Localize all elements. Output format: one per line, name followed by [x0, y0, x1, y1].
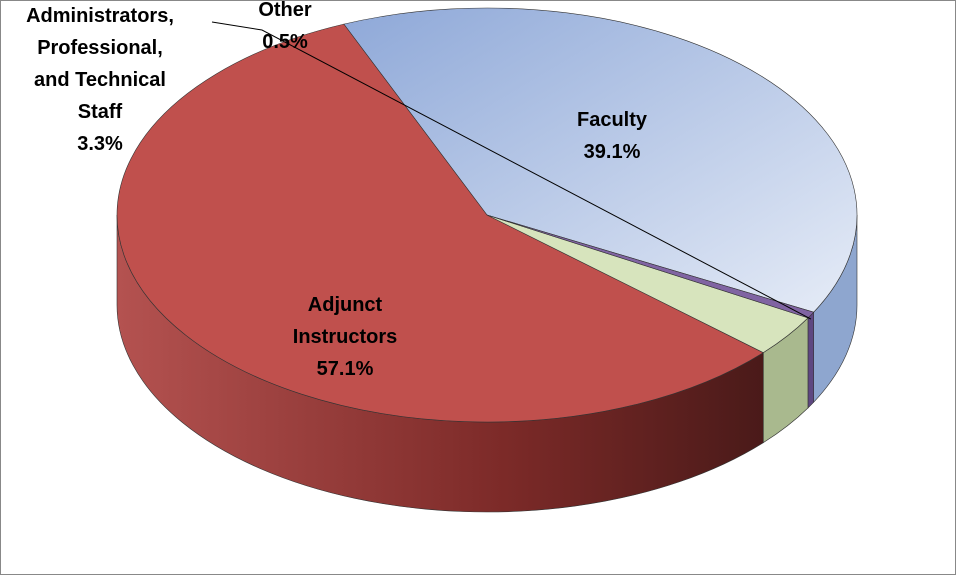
category-label: Faculty — [576, 109, 648, 131]
slice-label: Other 0.5% — [240, 0, 330, 58]
slice — [343, 7, 858, 313]
slice — [116, 23, 764, 423]
slice-label: Administrators, Professional, and Techni… — [20, 0, 180, 160]
leader-line — [211, 21, 812, 320]
value-label: 0.5% — [262, 31, 308, 53]
category-label: Adjunct Instructors — [292, 294, 398, 348]
slice-side — [807, 311, 814, 409]
category-label: Administrators, Professional, and Techni… — [26, 5, 174, 123]
value-label: 39.1% — [583, 141, 641, 163]
value-label: 57.1% — [316, 358, 374, 380]
category-label: Other — [258, 0, 312, 21]
value-label: 3.3% — [77, 133, 123, 155]
slice-label: Faculty 39.1% — [537, 104, 687, 168]
slice-label: Adjunct Instructors 57.1% — [275, 289, 415, 385]
